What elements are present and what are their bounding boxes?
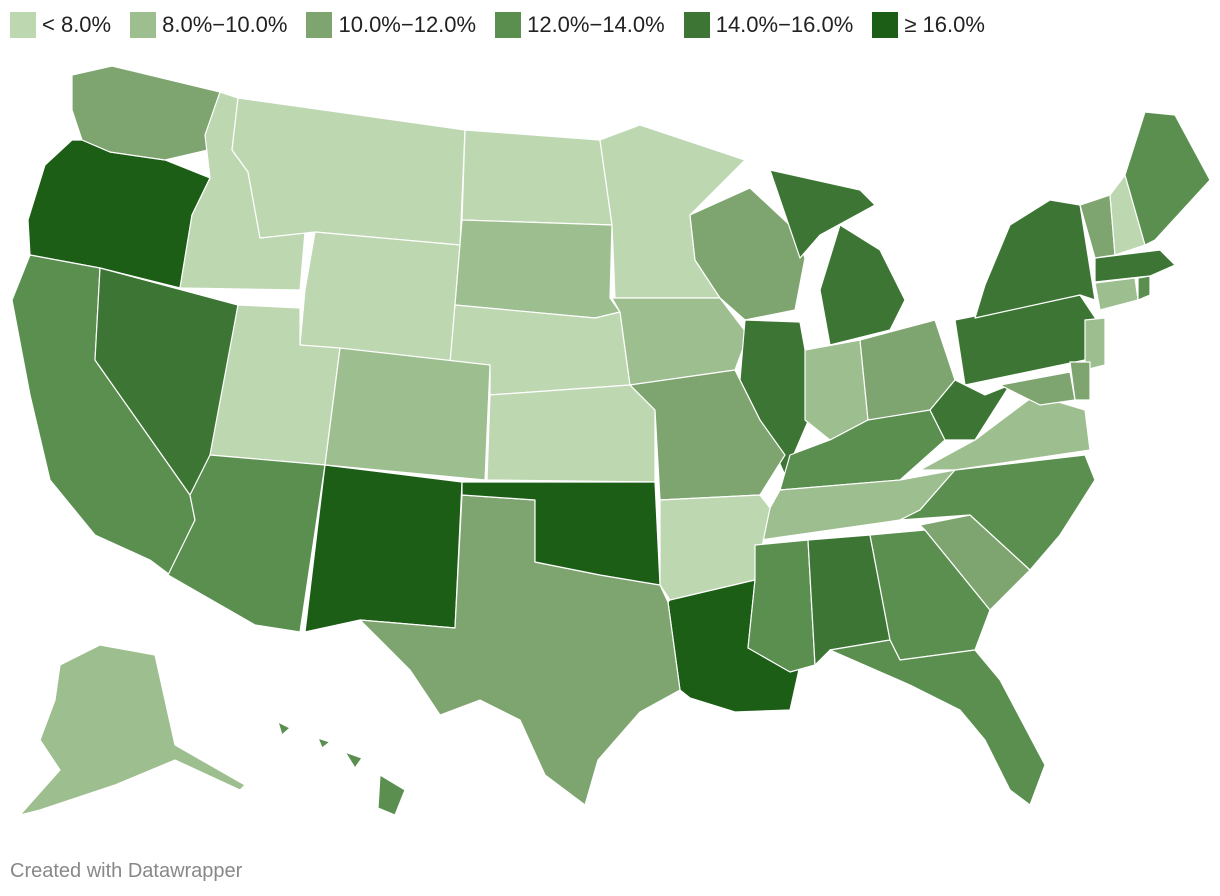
state-ks[interactable]	[486, 384, 656, 483]
state-ct[interactable]	[1094, 277, 1139, 311]
legend-item: 10.0%−12.0%	[306, 12, 476, 38]
legend-label: 10.0%−12.0%	[338, 12, 477, 37]
legend-swatch	[10, 12, 36, 38]
state-fl[interactable]	[829, 639, 1046, 806]
state-me[interactable]	[1124, 111, 1211, 246]
legend-label: ≥ 16.0%	[904, 12, 985, 37]
legend-label: 8.0%−10.0%	[162, 12, 288, 37]
state-hi[interactable]	[277, 721, 406, 816]
legend-item: 12.0%−14.0%	[495, 12, 665, 38]
state-ak[interactable]	[19, 644, 246, 816]
state-co[interactable]	[324, 347, 491, 481]
state-az[interactable]	[167, 454, 326, 633]
state-ri[interactable]	[1137, 275, 1151, 301]
legend-swatch	[495, 12, 522, 38]
legend-swatch	[872, 12, 899, 38]
state-sc[interactable]	[919, 514, 1031, 611]
legend-item: < 8.0%	[10, 12, 111, 38]
legend-item: 8.0%−10.0%	[130, 12, 287, 38]
legend-item: 14.0%−16.0%	[683, 12, 854, 38]
state-mi[interactable]	[769, 169, 906, 346]
datawrapper-credit: Created with Datawrapper	[10, 860, 243, 882]
legend-label: 14.0%−16.0%	[715, 12, 854, 37]
legend-swatch	[130, 12, 157, 38]
legend-swatch	[306, 12, 333, 38]
state-ny[interactable]	[974, 199, 1096, 319]
legend-swatch	[683, 12, 710, 38]
legend-label: < 8.0%	[42, 12, 112, 37]
state-wa[interactable]	[71, 65, 221, 161]
state-nc[interactable]	[899, 454, 1096, 571]
state-sd[interactable]	[454, 219, 621, 319]
legend: < 8.0% 8.0%−10.0% 10.0%−12.0% 12.0%−14.0% 14…	[10, 12, 1004, 38]
state-ma[interactable]	[1094, 249, 1176, 283]
state-wy[interactable]	[299, 231, 461, 366]
state-md[interactable]	[999, 371, 1076, 406]
state-nj[interactable]	[1084, 317, 1106, 371]
state-mt[interactable]	[231, 97, 466, 246]
legend-item: ≥ 16.0%	[872, 12, 985, 38]
state-wi[interactable]	[689, 187, 806, 321]
legend-label: 12.0%−14.0%	[527, 12, 665, 37]
state-ok[interactable]	[461, 481, 661, 586]
state-mo[interactable]	[629, 369, 786, 501]
state-ms[interactable]	[747, 539, 816, 673]
state-nm[interactable]	[304, 464, 463, 633]
state-nd[interactable]	[461, 129, 613, 226]
